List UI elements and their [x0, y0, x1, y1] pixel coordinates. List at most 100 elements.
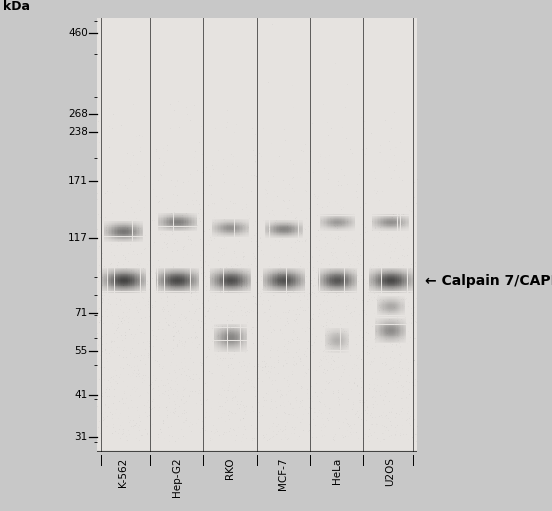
Bar: [383, 298, 384, 299]
Bar: [379, 309, 380, 310]
Bar: [247, 284, 248, 285]
Bar: [225, 331, 226, 332]
Bar: [384, 313, 385, 314]
Bar: [118, 288, 120, 289]
Bar: [178, 277, 180, 278]
Bar: [348, 352, 349, 353]
Bar: [342, 221, 343, 222]
Bar: [299, 228, 300, 229]
Bar: [167, 227, 169, 228]
Bar: [288, 232, 289, 233]
Bar: [295, 287, 296, 288]
Bar: [139, 222, 140, 223]
Bar: [168, 279, 169, 280]
Bar: [332, 218, 334, 219]
Bar: [241, 329, 242, 330]
Bar: [396, 312, 397, 313]
Bar: [405, 338, 406, 339]
Bar: [343, 352, 344, 353]
Bar: [375, 271, 376, 272]
Bar: [227, 338, 229, 339]
Bar: [320, 220, 321, 221]
Bar: [392, 283, 394, 284]
Bar: [250, 270, 252, 271]
Bar: [123, 291, 125, 292]
Bar: [233, 225, 235, 226]
Bar: [114, 227, 115, 228]
Bar: [283, 234, 285, 235]
Bar: [342, 336, 343, 337]
Bar: [175, 213, 177, 214]
Bar: [132, 289, 134, 290]
Bar: [195, 222, 197, 223]
Bar: [390, 318, 391, 319]
Bar: [282, 235, 283, 236]
Bar: [346, 292, 348, 293]
Bar: [335, 272, 337, 273]
Bar: [275, 232, 277, 233]
Bar: [298, 279, 300, 280]
Bar: [329, 331, 330, 332]
Bar: [273, 292, 275, 293]
Bar: [395, 288, 397, 289]
Bar: [354, 274, 355, 275]
Bar: [390, 337, 391, 338]
Bar: [386, 334, 388, 335]
Bar: [394, 271, 395, 272]
Bar: [386, 214, 387, 215]
Bar: [126, 231, 128, 233]
Bar: [111, 224, 112, 225]
Bar: [288, 233, 289, 234]
Bar: [188, 217, 189, 218]
Bar: [330, 226, 331, 227]
Bar: [186, 222, 188, 223]
Bar: [102, 284, 104, 285]
Bar: [335, 214, 337, 215]
Bar: [123, 226, 125, 227]
Bar: [231, 345, 232, 346]
Bar: [376, 272, 378, 273]
Bar: [171, 230, 172, 231]
Bar: [399, 285, 401, 286]
Bar: [245, 334, 246, 335]
Bar: [161, 228, 162, 229]
Bar: [346, 280, 348, 281]
Bar: [163, 215, 164, 216]
Bar: [120, 290, 121, 291]
Bar: [376, 314, 378, 315]
Bar: [196, 276, 198, 277]
Bar: [283, 225, 285, 226]
Bar: [344, 227, 345, 228]
Bar: [186, 230, 188, 231]
Bar: [190, 215, 192, 216]
Bar: [389, 222, 390, 223]
Bar: [329, 289, 331, 290]
Bar: [355, 285, 357, 286]
Bar: [379, 318, 380, 319]
Bar: [115, 229, 117, 230]
Bar: [192, 270, 194, 271]
Bar: [331, 277, 332, 278]
Bar: [189, 285, 190, 286]
Bar: [346, 346, 347, 347]
Bar: [267, 274, 268, 275]
Bar: [224, 341, 225, 342]
Bar: [280, 222, 282, 223]
Bar: [380, 313, 381, 314]
Bar: [295, 288, 296, 289]
Bar: [120, 230, 121, 231]
Bar: [336, 330, 337, 331]
Bar: [299, 236, 300, 237]
Bar: [194, 272, 195, 273]
Bar: [392, 222, 393, 223]
Bar: [405, 328, 406, 329]
Bar: [230, 343, 231, 344]
Bar: [227, 347, 229, 348]
Bar: [112, 226, 114, 227]
Bar: [233, 228, 235, 229]
Bar: [217, 283, 219, 284]
Bar: [137, 222, 139, 223]
Bar: [263, 287, 265, 288]
Bar: [336, 332, 337, 333]
Bar: [187, 284, 189, 285]
